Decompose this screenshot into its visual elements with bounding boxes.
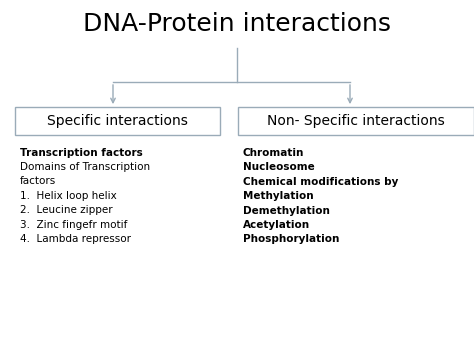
Text: Domains of Transcription
factors
1.  Helix loop helix
2.  Leucine zipper
3.  Zin: Domains of Transcription factors 1. Heli… [20,162,150,244]
Text: Specific interactions: Specific interactions [47,114,188,128]
Text: Non- Specific interactions: Non- Specific interactions [267,114,445,128]
Text: DNA-Protein interactions: DNA-Protein interactions [83,12,391,36]
Text: Chromatin
Nucleosome
Chemical modifications by
Methylation
Demethylation
Acetyla: Chromatin Nucleosome Chemical modificati… [243,148,398,244]
Bar [238,107,474,135]
Text: Transcription factors: Transcription factors [20,148,143,158]
Bar [15,107,220,135]
